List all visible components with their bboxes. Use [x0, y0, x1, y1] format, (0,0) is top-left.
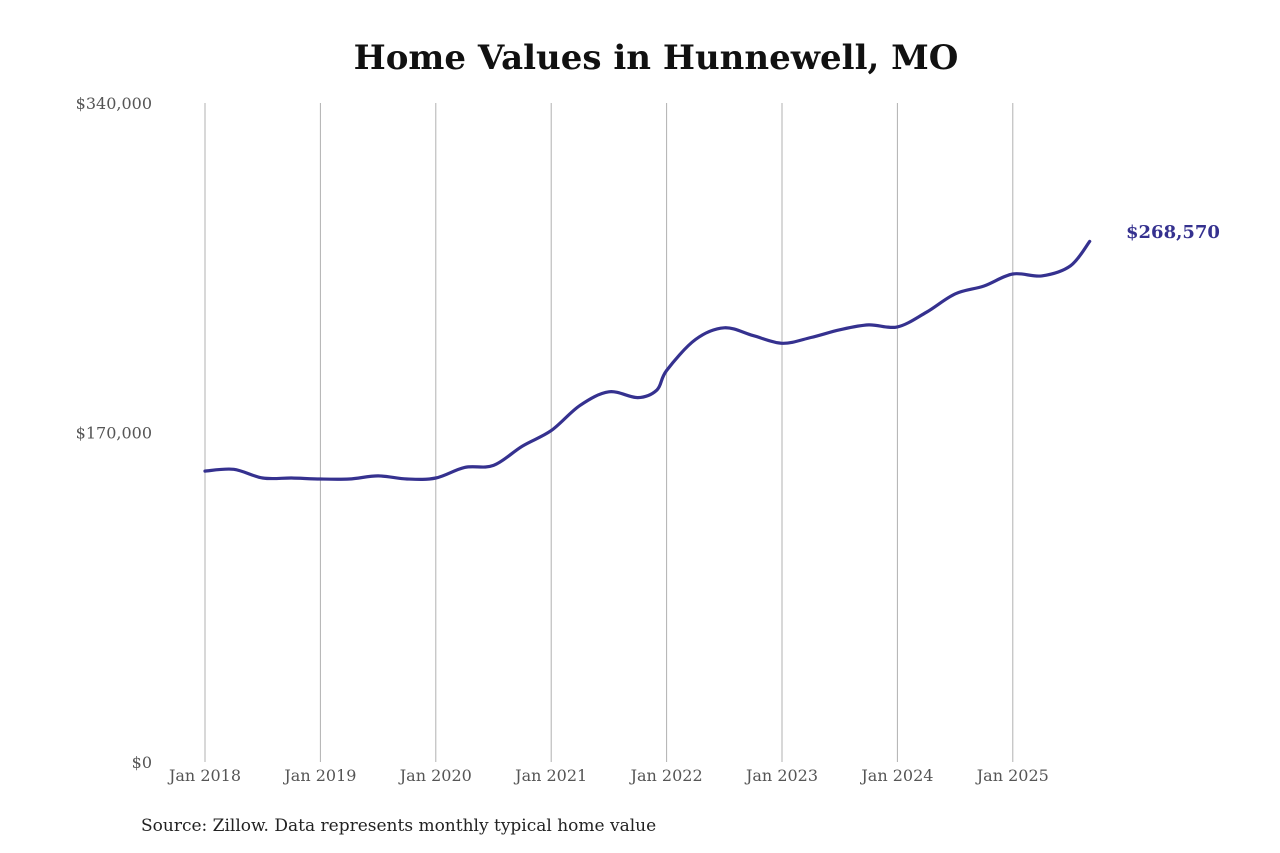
vertical-gridlines — [204, 103, 1014, 762]
x-tick-label: Jan 2022 — [629, 766, 703, 785]
end-value-label: $268,570 — [1126, 222, 1220, 243]
x-tick-label: Jan 2023 — [744, 766, 818, 785]
x-tick-label: Jan 2019 — [282, 766, 356, 785]
x-tick-label: Jan 2025 — [975, 766, 1049, 785]
home-value-line — [203, 239, 1092, 481]
x-axis-labels: Jan 2018 Jan 2019 Jan 2020 Jan 2021 Jan 2022… — [167, 766, 1049, 785]
source-note: Source: Zillow. Data represents monthly … — [141, 816, 657, 836]
x-tick-label: Jan 2018 — [167, 766, 241, 785]
x-tick-label: Jan 2024 — [859, 766, 933, 785]
x-tick-label: Jan 2020 — [398, 766, 472, 785]
x-tick-label: Jan 2021 — [513, 766, 587, 785]
y-tick-label: $170,000 — [76, 424, 152, 443]
y-tick-label: $340,000 — [76, 94, 152, 113]
chart-title: Home Values in Hunnewell, MO — [353, 38, 959, 78]
y-axis-labels: $0 $170,000 $340,000 — [76, 94, 152, 772]
y-tick-label: $0 — [132, 753, 152, 772]
